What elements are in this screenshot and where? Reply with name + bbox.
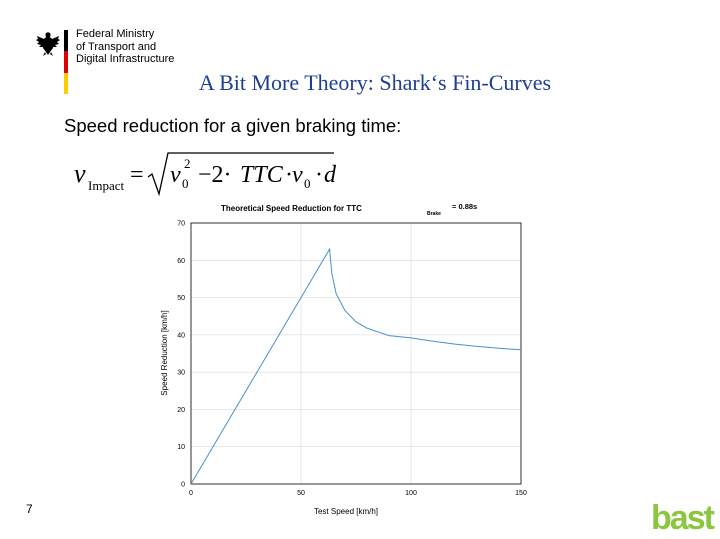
chart-ytick-label: 20 [177, 407, 185, 414]
chart-xtick-label: 50 [297, 490, 305, 497]
formula-v0-2: v [292, 162, 303, 188]
chart-title-sub: Brake [427, 211, 441, 217]
formula-v0-2-sub: 0 [304, 176, 311, 191]
chart-grid [190, 222, 522, 485]
chart-ytick-label: 60 [177, 258, 185, 265]
formula-lhs-sub: Impact [88, 178, 124, 193]
speed-reduction-chart: 0 50 100 150 0 10 20 30 40 50 60 70 Theoretical Spe… [160, 202, 527, 516]
formula-ttc: TTC [240, 162, 284, 188]
chart-xtick-label: 100 [405, 490, 417, 497]
chart-title-value: = 0.88s [452, 202, 477, 211]
slide-title: A Bit More Theory: Shark‘s Fin-Curves [198, 70, 552, 95]
german-flag-bar [64, 30, 68, 94]
flag-stripe-black [64, 30, 68, 52]
formula-sqrt-sign [147, 152, 334, 197]
ministry-name: Federal Ministry of Transport and Digita… [76, 28, 216, 66]
impact-speed-formula: v Impact = v 0 2 −2· TTC · v 0 · d [74, 152, 337, 197]
formula-d: d [324, 162, 337, 188]
formula-lhs-v: v [74, 159, 86, 188]
chart-ytick-label: 70 [177, 221, 185, 228]
chart-ticks: 0 50 100 150 0 10 20 30 40 50 60 70 [177, 221, 527, 498]
chart-plot-area [190, 222, 522, 485]
slide-subtitle: Speed reduction for a given braking time… [64, 115, 402, 136]
page-number: 7 [26, 502, 33, 516]
formula-dot-1: · [285, 162, 293, 188]
flag-stripe-gold [64, 72, 68, 94]
formula-minus-two: −2· [198, 162, 232, 188]
chart-ytick-label: 40 [177, 332, 185, 339]
bast-logo-text: bast [651, 499, 715, 536]
ministry-line-3: Digital Infrastructure [76, 53, 175, 65]
flag-stripe-red [64, 51, 68, 73]
chart-ytick-label: 30 [177, 370, 185, 377]
chart-ytick-label: 10 [177, 444, 185, 451]
formula-dot-2: · [315, 162, 323, 188]
ministry-line-2: of Transport and [76, 40, 157, 53]
bast-logo: bast [651, 499, 717, 536]
chart-series-line [190, 247, 522, 485]
chart-ytick-label: 50 [177, 295, 185, 302]
formula-v0-sub: 0 [182, 176, 189, 191]
chart-title: Theoretical Speed Reduction for TTC [221, 204, 362, 213]
chart-xlabel: Test Speed [km/h] [314, 507, 378, 516]
federal-eagle-icon [36, 32, 60, 56]
ministry-line-1: Federal Ministry [76, 28, 155, 40]
chart-xtick-label: 150 [515, 490, 527, 497]
chart-ylabel: Speed Reduction [km/h] [160, 310, 169, 395]
chart-ytick-label: 0 [181, 482, 185, 489]
formula-v0-sup: 2 [184, 156, 191, 171]
formula-v0: v [170, 162, 181, 188]
formula-equals: = [130, 162, 144, 188]
chart-xtick-label: 0 [189, 490, 193, 497]
